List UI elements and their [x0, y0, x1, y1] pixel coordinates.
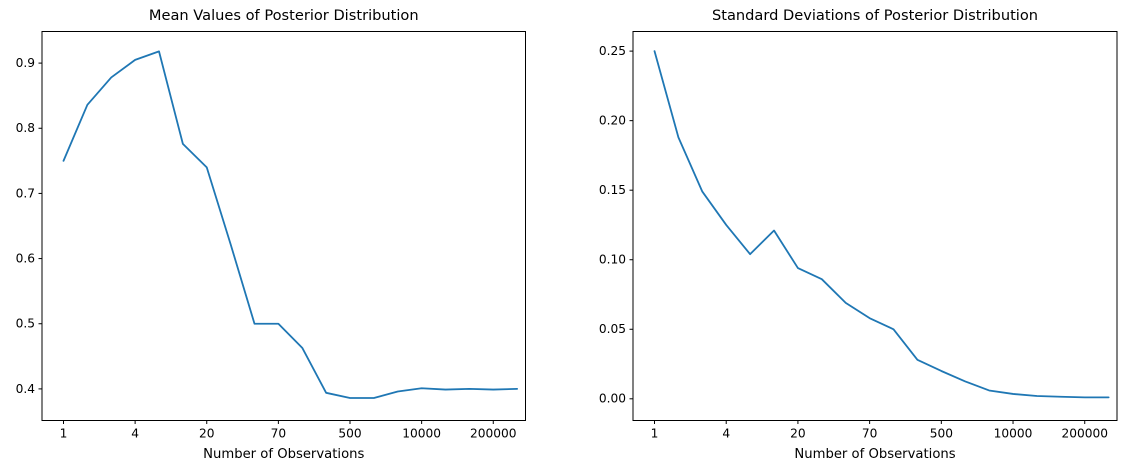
y-tick-label: 0.9: [16, 56, 35, 70]
x-tick-label: 1: [60, 427, 68, 441]
y-tick-label: 0.05: [599, 322, 626, 336]
x-axis-label: Number of Observations: [794, 447, 955, 462]
x-tick-label: 70: [862, 427, 878, 441]
x-tick-label: 4: [131, 427, 139, 441]
x-tick-label: 4: [722, 427, 730, 441]
x-tick-label: 200000: [470, 427, 517, 441]
chart-stddevs: 1 4 20 70 500 10000 200000 0.00 0.05 0.10 0.15 0.20…: [599, 7, 1118, 462]
x-axis-label: Number of Observations: [203, 447, 364, 462]
plot-border: [41, 31, 526, 421]
y-tick-label: 0.7: [16, 186, 35, 200]
chart-means: 1 4 20 70 500 10000 200000 0.4 0.5 0.6 0.7 0.8 0.9 Me…: [16, 7, 526, 462]
y-tick-label: 0.5: [16, 317, 35, 331]
x-tick-label: 20: [199, 427, 215, 441]
x-tick-label: 500: [930, 427, 953, 441]
y-tick-label: 0.00: [599, 392, 626, 406]
y-tick-label: 0.25: [599, 44, 626, 58]
chart-title: Mean Values of Posterior Distribution: [149, 7, 419, 24]
x-tick-label: 500: [338, 427, 361, 441]
x-tick-label: 70: [271, 427, 287, 441]
y-tick-label: 0.10: [599, 253, 626, 267]
y-tick-label: 0.4: [16, 382, 36, 396]
y-tick-label: 0.6: [16, 251, 35, 265]
plot-border: [632, 31, 1118, 421]
y-tick-label: 0.15: [599, 183, 626, 197]
x-tick-label: 10000: [994, 427, 1033, 441]
x-tick-label: 20: [790, 427, 806, 441]
x-tick-label: 1: [651, 427, 659, 441]
data-line: [653, 50, 1110, 399]
y-tick-label: 0.8: [16, 121, 35, 135]
y-tick-label: 0.20: [599, 114, 626, 128]
data-line: [62, 50, 519, 399]
x-tick-label: 200000: [1061, 427, 1108, 441]
x-tick-label: 10000: [402, 427, 441, 441]
chart-title: Standard Deviations of Posterior Distrib…: [712, 7, 1038, 24]
